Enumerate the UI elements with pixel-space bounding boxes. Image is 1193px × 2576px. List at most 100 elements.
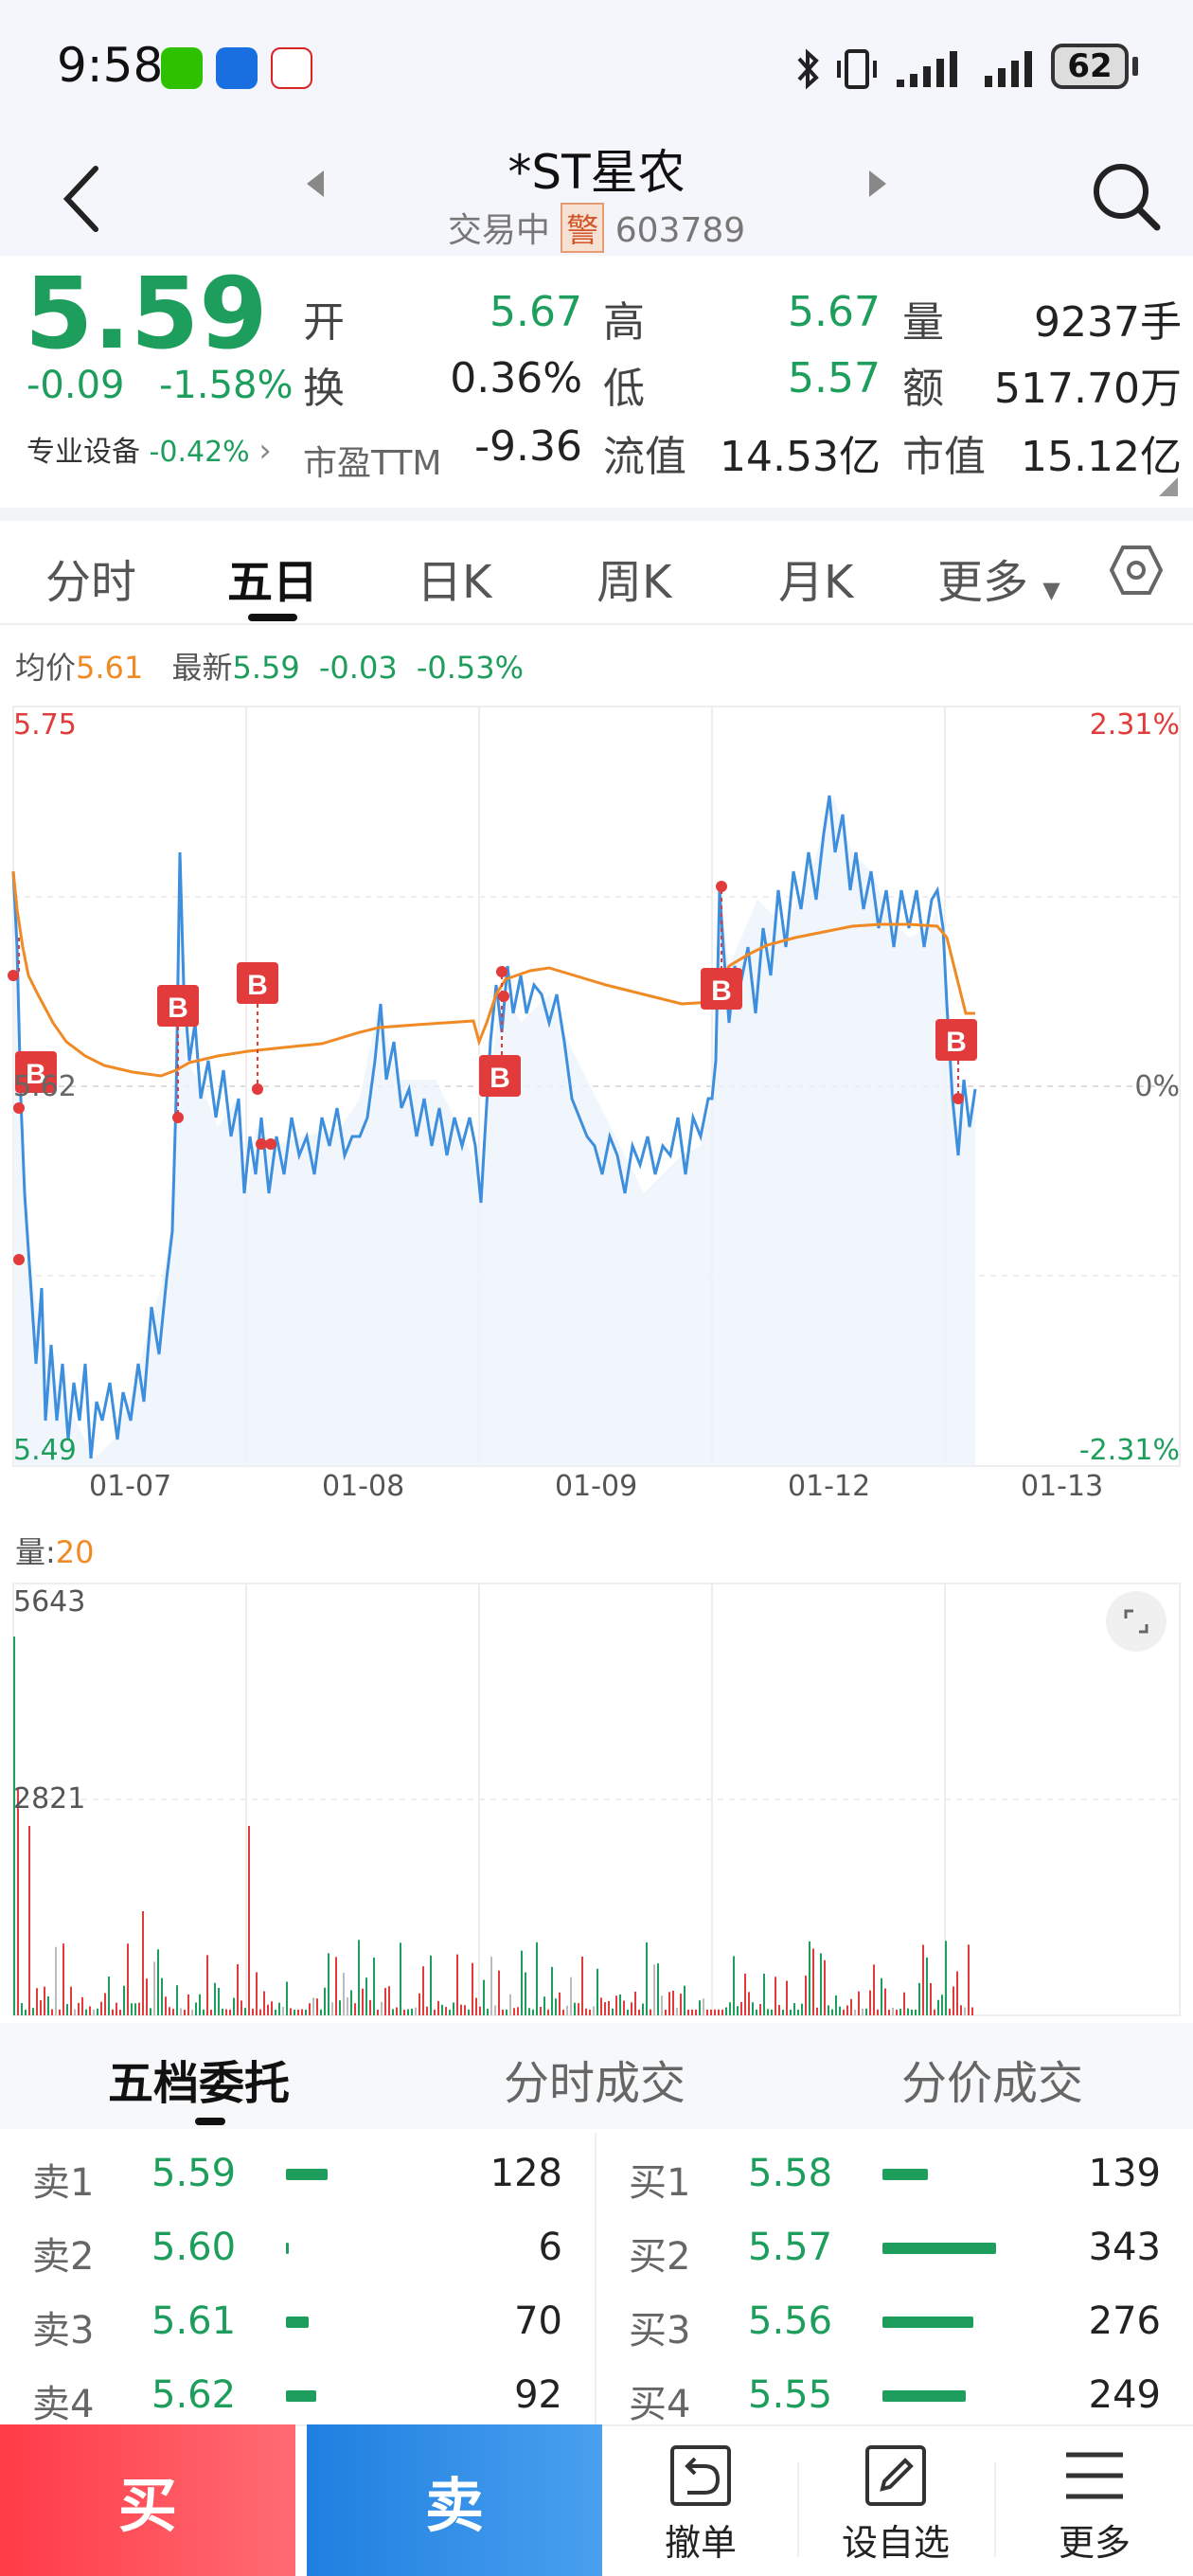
volume-bar — [756, 2009, 757, 2015]
search-icon[interactable] — [1089, 159, 1165, 235]
volume-bar — [578, 2003, 579, 2015]
volume-bar — [968, 1944, 970, 2015]
sell-button[interactable]: 卖 — [307, 2424, 602, 2576]
volume-bar — [631, 2002, 632, 2015]
volume-bar — [108, 1977, 110, 2015]
tab-more[interactable]: 更多 ▼ — [937, 545, 1060, 611]
sell-2-bar — [286, 2243, 289, 2254]
volume-bar — [608, 2000, 610, 2015]
volume-bar — [585, 2008, 587, 2015]
volume-bar — [165, 1996, 167, 2015]
volume-bar — [680, 1994, 682, 2015]
buy-4-qty: 249 — [1088, 2373, 1161, 2417]
volume-bar — [36, 1988, 38, 2015]
volume-bar — [570, 1977, 572, 2015]
sector-link[interactable]: 专业设备 -0.42% › — [27, 428, 272, 470]
next-stock-arrow-icon[interactable] — [864, 165, 892, 203]
tab-five-day[interactable]: 五日 — [227, 556, 319, 609]
chart-settings-icon[interactable] — [1110, 544, 1163, 597]
tab-price-trades[interactable]: 分价成交 — [901, 2057, 1084, 2110]
volume-y-mid: 2821 — [13, 1782, 86, 1816]
volume-bar — [388, 1986, 390, 2015]
volume-chart[interactable] — [0, 1580, 1193, 2019]
volume-bar — [884, 1988, 886, 2015]
volume-bar — [691, 2009, 693, 2015]
volume-bar — [907, 2008, 909, 2015]
volume-bar — [956, 1971, 958, 2015]
volume-bar — [324, 1987, 326, 2015]
volume-bar — [517, 2007, 519, 2015]
five-day-price-chart[interactable]: B B B B B B — [0, 701, 1193, 1506]
volume-bar — [222, 2009, 223, 2015]
volume-bar — [543, 1996, 545, 2015]
tab-weekly-k[interactable]: 周K — [596, 556, 672, 609]
volume-bar — [347, 1997, 348, 2015]
stat-label-amount: 额 — [902, 365, 944, 413]
volume-bar — [312, 1997, 314, 2015]
volume-bar — [831, 2009, 833, 2015]
tab-monthly-k[interactable]: 月K — [778, 556, 854, 609]
volume-bar — [816, 2007, 818, 2015]
volume-bar — [873, 1964, 875, 2015]
volume-bar — [498, 1970, 500, 2015]
price-line — [11, 795, 977, 1459]
back-arrow-icon[interactable] — [52, 161, 109, 237]
sell-3-qty: 70 — [514, 2299, 562, 2343]
volume-bar — [653, 1964, 655, 2015]
cancel-order-button[interactable]: 撤单 — [625, 2434, 776, 2572]
section-divider — [0, 508, 1193, 521]
tab-five-level-orders[interactable]: 五档委托 — [108, 2057, 291, 2110]
buy-marker-6: B — [946, 1027, 967, 1058]
more-button[interactable]: 更多 — [1019, 2434, 1170, 2572]
volume-bar — [566, 2005, 568, 2015]
volume-bar — [562, 2009, 564, 2015]
volume-bar — [131, 2003, 133, 2015]
volume-bar — [214, 1982, 216, 2015]
volume-bar — [157, 1949, 159, 2015]
volume-bar — [532, 2009, 534, 2015]
volume-bar — [176, 1985, 178, 2015]
buy-button[interactable]: 买 — [0, 2424, 295, 2576]
y-axis-top: 5.75 — [13, 708, 77, 742]
volume-bars — [13, 1637, 973, 2015]
volume-bar — [13, 1637, 15, 2015]
volume-bar — [453, 2002, 454, 2015]
warning-badge: 警 — [561, 203, 605, 253]
tab-daily-k[interactable]: 日K — [417, 556, 492, 609]
buy-3-qty: 276 — [1088, 2299, 1161, 2343]
fullscreen-icon[interactable] — [1106, 1591, 1166, 1652]
stat-value-low: 5.57 — [788, 354, 881, 402]
volume-bar — [161, 1977, 163, 2015]
date-label-0107: 01-07 — [89, 1470, 172, 1503]
more-label: 更多 — [1058, 2522, 1131, 2564]
volume-bar — [199, 1994, 201, 2015]
date-label-0109: 01-09 — [555, 1470, 638, 1503]
tab-intraday[interactable]: 分时 — [45, 556, 137, 609]
volume-bar — [801, 2003, 803, 2015]
volume-bar — [441, 2004, 443, 2015]
date-label-0112: 01-12 — [788, 1470, 871, 1503]
volume-bar — [464, 2005, 466, 2015]
volume-bar — [373, 1958, 375, 2015]
volume-bar — [275, 2010, 276, 2015]
stat-label-open: 开 — [303, 298, 345, 347]
volume-bar — [714, 2009, 716, 2015]
volume-bar — [737, 2006, 739, 2015]
volume-bar — [32, 2008, 34, 2015]
expand-corner-icon[interactable] — [1157, 475, 1180, 498]
volume-bar — [574, 2002, 576, 2015]
add-watchlist-label: 设自选 — [841, 2522, 950, 2564]
stat-label-high: 高 — [603, 298, 645, 347]
volume-bar — [797, 2009, 799, 2015]
sector-change: -0.42% — [149, 436, 250, 469]
volume-bar — [112, 2009, 114, 2015]
volume-bar — [263, 1991, 265, 2015]
add-watchlist-button[interactable]: 设自选 — [820, 2434, 971, 2572]
volume-bar — [184, 2010, 186, 2015]
prev-stock-arrow-icon[interactable] — [301, 165, 329, 203]
stat-label-low: 低 — [603, 365, 645, 413]
volume-bar — [449, 2009, 451, 2015]
volume-bar — [695, 2009, 697, 2015]
tab-time-trades[interactable]: 分时成交 — [504, 2057, 686, 2110]
volume-bar — [85, 2009, 87, 2015]
